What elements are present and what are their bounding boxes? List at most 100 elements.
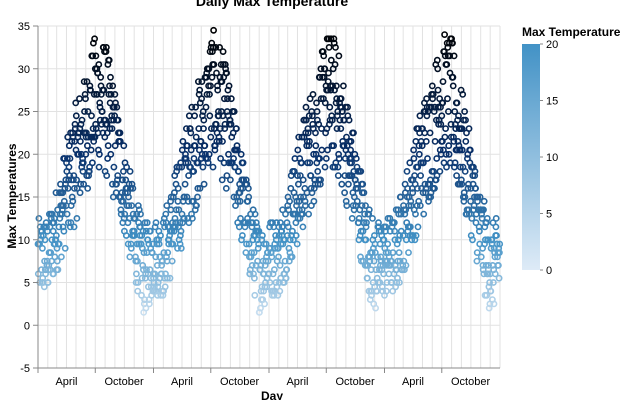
data-point [461,193,469,201]
data-point [397,193,404,201]
data-point [473,249,481,256]
data-point [317,176,324,184]
data-point [310,197,318,205]
data-point [122,176,130,184]
data-point [266,279,274,286]
data-point [451,159,459,167]
data-point [141,219,149,227]
y-tick-label: 20 [18,149,30,161]
data-point [471,172,479,179]
data-point [492,223,500,231]
data-point [462,116,469,124]
data-point [164,249,172,256]
data-point [276,287,284,295]
data-point [250,274,258,282]
data-point [298,159,305,167]
data-point [418,142,426,150]
data-point [64,155,71,162]
data-point [117,206,125,214]
data-point [376,240,384,248]
data-point [344,103,351,111]
data-point [73,214,81,222]
data-point [200,116,208,124]
data-point [465,125,473,133]
data-point [120,167,127,175]
data-point [344,180,352,188]
data-point [55,223,63,231]
data-point [372,304,379,312]
data-point [480,270,488,278]
data-point [450,52,458,60]
data-point [103,172,111,179]
data-point [338,180,346,188]
data-point [199,163,207,171]
data-point [82,150,90,158]
data-point [221,125,229,133]
data-point [368,291,375,299]
data-point [252,219,260,227]
data-point [174,184,182,192]
data-point [430,108,438,115]
data-point [449,82,457,90]
data-point [491,270,499,278]
data-point [468,214,476,222]
data-point [126,167,134,175]
data-point [225,82,233,90]
data-point [483,214,491,222]
data-point [106,125,114,133]
data-point [281,257,289,265]
data-point [116,129,124,137]
data-point [357,167,365,175]
data-point [196,86,204,94]
data-point [176,232,184,239]
data-point [270,266,278,274]
data-point [119,176,126,184]
data-point [282,274,290,282]
color-legend: Max Temperature 0 5 10 15 20 [522,25,621,277]
data-point [67,219,75,227]
data-point [299,210,306,218]
data-point [451,108,459,115]
data-point [302,103,310,111]
data-point [419,159,427,167]
data-point [171,223,179,231]
data-point [298,133,306,141]
data-point [187,129,195,137]
data-point [317,95,325,103]
data-point [321,99,329,107]
data-point [487,287,495,295]
data-point [235,167,242,175]
data-point [378,283,386,291]
legend-tick-label: 15 [546,96,558,108]
data-point [177,227,185,235]
data-point [268,253,276,261]
data-point [209,44,217,51]
data-point [342,197,350,205]
data-point [129,184,137,192]
data-point [148,249,156,256]
data-point [435,120,442,128]
data-point [73,176,80,184]
x-tick-label: April [402,376,424,388]
data-point [354,184,361,192]
data-point [81,91,89,98]
data-point [92,120,99,128]
data-point [95,163,103,171]
data-point [292,232,300,239]
data-point [114,116,122,124]
data-point [282,210,289,218]
data-point [443,61,451,68]
data-point [163,202,171,209]
data-point [159,291,167,299]
data-point [230,108,238,115]
data-point [66,223,74,231]
data-point [254,244,262,252]
data-point [428,82,436,90]
data-point [255,227,263,235]
data-point [319,48,327,55]
data-point [486,279,493,286]
data-point [336,116,344,124]
data-point [55,240,63,248]
data-point [493,232,500,239]
data-point [93,91,101,98]
